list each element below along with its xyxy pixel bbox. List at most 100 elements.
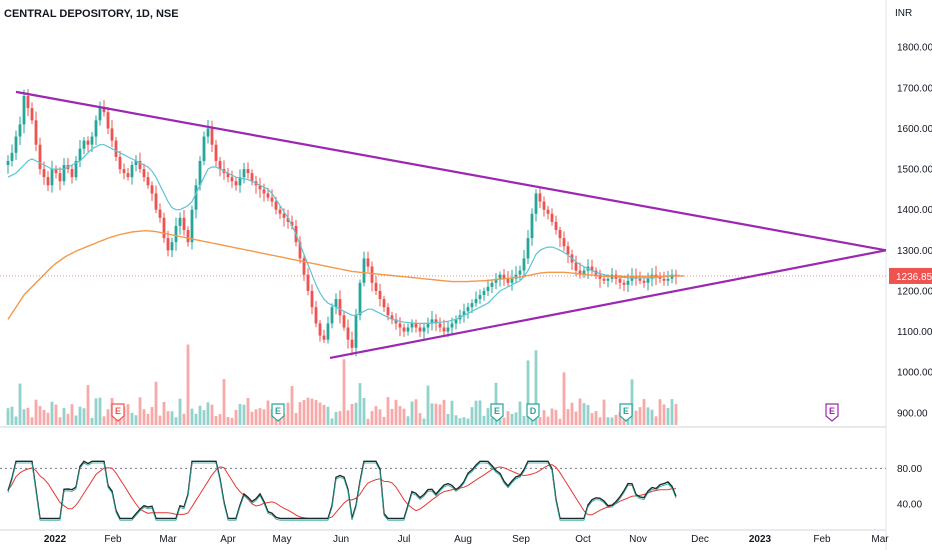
volume-bar — [314, 400, 318, 425]
volume-bar — [158, 415, 162, 425]
svg-text:E: E — [115, 406, 121, 416]
candle-body — [226, 173, 230, 178]
candle-body — [502, 274, 506, 279]
x-tick-label: Nov — [629, 534, 647, 545]
candle-body — [174, 225, 178, 243]
candle-body — [246, 169, 250, 174]
volume-bar — [250, 411, 254, 425]
candle-body — [482, 290, 486, 295]
event-marker[interactable]: D — [526, 403, 540, 422]
candle-body — [666, 278, 670, 281]
svg-text:E: E — [623, 406, 629, 416]
candle-body — [538, 193, 542, 202]
candle-body — [658, 276, 662, 279]
candle-body — [366, 258, 370, 267]
volume-bar — [186, 344, 190, 425]
candle-body — [158, 209, 162, 218]
event-marker[interactable]: E — [111, 403, 125, 422]
volume-bar — [290, 386, 294, 425]
candle-body — [134, 160, 138, 165]
candle-body — [430, 319, 434, 324]
volume-bar — [366, 418, 370, 425]
volume-bar — [6, 408, 10, 425]
candle-body — [590, 266, 594, 271]
volume-bar — [90, 417, 94, 425]
volume-bar — [566, 409, 570, 425]
candle-body — [278, 209, 282, 214]
candle-body — [358, 282, 362, 316]
volume-bar — [334, 411, 338, 425]
volume-bar — [202, 410, 206, 425]
candle-body — [118, 156, 122, 170]
candle-body — [606, 278, 610, 281]
volume-bar — [402, 408, 406, 425]
event-marker[interactable]: E — [825, 403, 839, 422]
candle-body — [258, 185, 262, 190]
candle-body — [406, 327, 410, 332]
volume-bar — [370, 411, 374, 425]
candle-body — [330, 307, 334, 324]
candle-body — [454, 319, 458, 324]
volume-bar — [646, 407, 650, 425]
volume-bar — [102, 416, 106, 425]
candle-body — [354, 315, 358, 348]
volume-bar — [210, 404, 214, 425]
volume-bar — [150, 406, 154, 425]
volume-bar — [490, 417, 494, 425]
candle-body — [18, 124, 22, 137]
y-tick-label: 1300.00 — [897, 246, 932, 257]
y-tick-label: 1800.00 — [897, 43, 932, 54]
candle-body — [562, 238, 566, 247]
candle-body — [14, 136, 18, 153]
candle-body — [578, 270, 582, 275]
volume-bar — [654, 416, 658, 425]
candle-body — [178, 217, 182, 226]
volume-bar — [658, 399, 662, 425]
candle-body — [122, 169, 126, 174]
volume-bar — [306, 397, 310, 425]
candle-body — [422, 327, 426, 332]
event-marker[interactable]: E — [490, 403, 504, 422]
candle-body — [438, 323, 442, 328]
volume-bar — [410, 401, 414, 425]
volume-bar — [514, 412, 518, 425]
candle-body — [446, 327, 450, 332]
volume-bar — [142, 409, 146, 425]
candle-body — [486, 286, 490, 291]
volume-bar — [182, 413, 186, 425]
event-marker[interactable]: E — [271, 403, 285, 422]
x-tick-label: Oct — [575, 534, 591, 545]
candle-body — [142, 169, 146, 178]
candle-body — [98, 108, 102, 121]
candle-body — [342, 315, 346, 328]
candle-body — [10, 152, 14, 161]
osc-signal-line — [7, 464, 676, 519]
volume-bar — [414, 399, 418, 425]
trendline-lower — [329, 249, 887, 360]
volume-bar — [226, 417, 230, 425]
volume-bar — [282, 413, 286, 425]
candle-body — [90, 136, 94, 145]
candle-body — [26, 95, 30, 109]
x-tick-label: Jul — [398, 534, 411, 545]
candle-body — [506, 278, 510, 283]
x-tick-label: 2022 — [44, 534, 67, 545]
candle-body — [670, 274, 674, 279]
volume-bar — [46, 412, 50, 425]
volume-bar — [378, 409, 382, 425]
y-tick-label: 900.00 — [897, 408, 928, 419]
candle-body — [94, 120, 98, 137]
candle-body — [186, 230, 190, 243]
volume-bar — [74, 415, 78, 425]
x-tick-label: Apr — [220, 534, 236, 545]
event-marker[interactable]: E — [619, 403, 633, 422]
candle-body — [518, 270, 522, 275]
last-price-label: 1236.85 — [896, 272, 932, 283]
osc-main-line — [7, 460, 677, 520]
volume-bar — [418, 413, 422, 425]
candle-body — [378, 290, 382, 300]
candle-body — [86, 140, 90, 145]
candle-body — [114, 140, 118, 157]
